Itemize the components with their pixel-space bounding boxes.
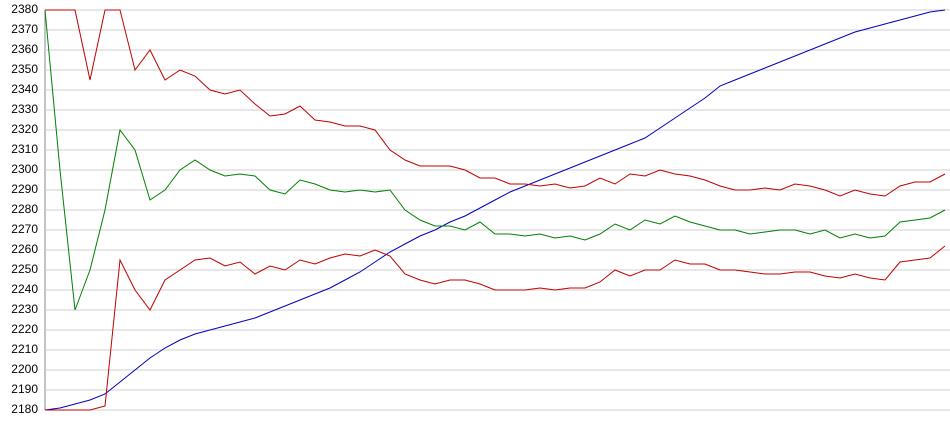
y-tick-label: 2360 [11, 42, 38, 56]
y-tick-label: 2310 [11, 142, 38, 156]
y-tick-label: 2240 [11, 282, 38, 296]
y-tick-label: 2180 [11, 402, 38, 416]
y-tick-label: 2210 [11, 342, 38, 356]
series-line [45, 245, 946, 411]
y-tick-label: 2250 [11, 262, 38, 276]
series-line [45, 9, 946, 197]
y-tick-label: 2350 [11, 62, 38, 76]
y-tick-label: 2230 [11, 302, 38, 316]
y-tick-label: 2220 [11, 322, 38, 336]
y-tick-label: 2330 [11, 102, 38, 116]
y-tick-label: 2290 [11, 182, 38, 196]
y-tick-label: 2200 [11, 362, 38, 376]
series-line [44, 9, 946, 411]
y-tick-label: 2300 [11, 162, 38, 176]
y-tick-label: 2370 [11, 22, 38, 36]
series-line [44, 9, 946, 311]
y-tick-label: 2380 [11, 2, 38, 16]
y-tick-label: 2270 [11, 222, 38, 236]
y-tick-label: 2320 [11, 122, 38, 136]
y-tick-label: 2260 [11, 242, 38, 256]
y-tick-label: 2190 [11, 382, 38, 396]
y-tick-label: 2280 [11, 202, 38, 216]
y-tick-label: 2340 [11, 82, 38, 96]
